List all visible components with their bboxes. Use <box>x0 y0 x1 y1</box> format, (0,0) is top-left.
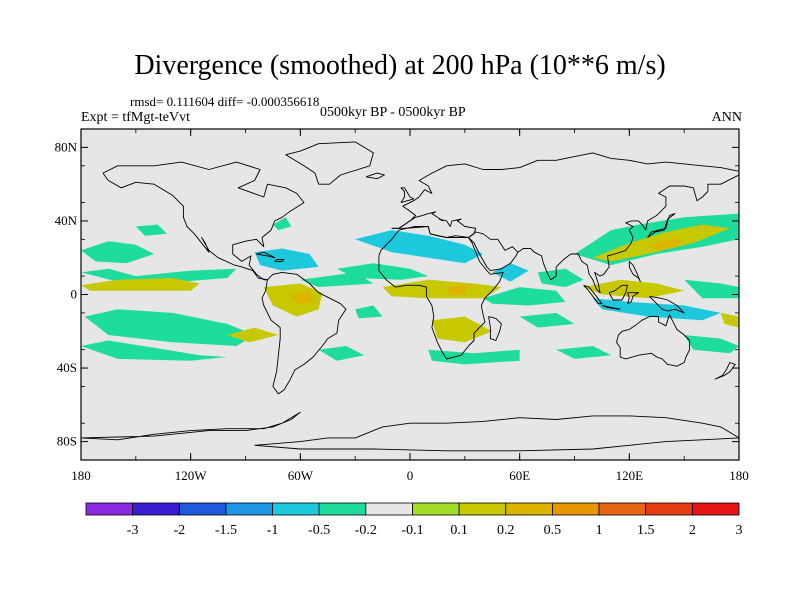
lon-tick-label: 180 <box>71 468 91 483</box>
lon-tick-label: 120E <box>616 468 644 483</box>
coastline-14 <box>649 295 685 314</box>
lat-tick-label: 40N <box>55 213 78 228</box>
coastline-0 <box>102 161 305 281</box>
colorbar-swatch <box>318 502 367 516</box>
contour-region-22 <box>81 278 200 291</box>
colorbar-swatch <box>552 502 600 516</box>
contour-region-20 <box>135 224 167 236</box>
colorbar-label: -0.5 <box>308 523 330 538</box>
lat-tick-label: 80N <box>55 139 78 154</box>
coastline-23 <box>256 251 276 259</box>
colorbar-label: 1.5 <box>637 523 655 538</box>
lat-tick-label: 80S <box>57 434 77 449</box>
contour-region-13 <box>684 335 739 354</box>
colorbar-label: 0.5 <box>544 523 562 538</box>
colorbar-swatch <box>505 502 553 516</box>
contour-region-1 <box>81 268 237 282</box>
contour-region-30 <box>291 290 315 304</box>
colorbar-swatch <box>598 502 647 516</box>
coastline-1 <box>102 172 268 281</box>
lon-tick-label: 60W <box>288 468 314 483</box>
colorbar-swatch <box>85 502 134 516</box>
coastline-9 <box>616 314 691 367</box>
contour-region-24 <box>382 279 502 299</box>
season-label: ANN <box>711 110 742 125</box>
colorbar-label: -0.2 <box>355 523 377 538</box>
coastline-11 <box>601 305 621 310</box>
lon-tick-label: 0 <box>407 468 414 483</box>
coastline-24 <box>274 259 285 262</box>
coastline-10 <box>583 284 603 305</box>
rmsd-diff-stats: rmsd= 0.111604 diff= -0.000356618 <box>130 94 320 109</box>
coastline-17 <box>488 316 502 341</box>
coastline-6 <box>378 226 504 360</box>
colorbar-label: -3 <box>127 523 139 538</box>
colorbar-swatch <box>225 502 273 516</box>
contour-region-18 <box>318 346 365 361</box>
colorbar-label: 2 <box>689 523 696 538</box>
contour-region-6 <box>355 230 484 264</box>
coastline-22 <box>81 411 301 441</box>
coastline-2 <box>261 271 347 395</box>
map-title: Divergence (smoothed) at 200 hPa (10**6 … <box>134 50 666 81</box>
colorbar-label: -1.5 <box>215 523 237 538</box>
lon-tick-label: 120W <box>175 468 208 483</box>
contour-region-4 <box>254 248 319 271</box>
contour-region-3 <box>81 340 228 361</box>
coastline-16 <box>647 213 676 238</box>
coastline-4 <box>391 152 739 229</box>
coastline-20 <box>714 362 736 380</box>
contour-region-21 <box>272 217 292 231</box>
contour-region-9 <box>537 268 584 288</box>
contour-region-27 <box>583 279 685 299</box>
colorbar-label: -0.1 <box>401 523 423 538</box>
coastline-13 <box>627 292 639 305</box>
contour-region-11 <box>684 279 739 299</box>
colorbar-swatch <box>132 502 180 516</box>
coastline-3 <box>285 141 374 185</box>
coastline-8 <box>517 174 739 294</box>
contour-region-0 <box>81 241 155 264</box>
contour-region-28 <box>227 327 279 343</box>
coastline-12 <box>608 284 628 301</box>
colorbar-swatch <box>412 502 460 516</box>
contour-region-19 <box>355 305 383 319</box>
colorbar-swatch <box>645 502 693 516</box>
contour-region-15 <box>519 312 575 328</box>
period-label: 0500kyr BP - 0500kyr BP <box>320 105 466 120</box>
colorbar-label: 0.1 <box>450 523 468 538</box>
colorbar-label: 1 <box>596 523 603 538</box>
lat-tick-label: 0 <box>71 287 78 302</box>
contour-region-12 <box>592 298 721 321</box>
lon-tick-label: 180 <box>729 468 749 483</box>
lat-tick-label: 40S <box>57 360 77 375</box>
contour-region-17 <box>556 346 612 359</box>
contour-region-25 <box>431 316 493 343</box>
contour-region-31 <box>446 285 469 295</box>
colorbar-label: 0.2 <box>497 523 515 538</box>
colorbar-label: -1 <box>267 523 279 538</box>
colorbar-swatch <box>691 502 740 516</box>
colorbar-swatch <box>178 502 227 516</box>
coastline-21 <box>254 415 739 452</box>
experiment-label: Expt = tfMgt-teVvt <box>81 110 190 125</box>
coastline-19 <box>365 172 385 180</box>
contour-region-7 <box>336 263 429 280</box>
contour-region-2 <box>84 309 255 346</box>
contour-region-16 <box>428 349 520 365</box>
lon-tick-label: 60E <box>509 468 530 483</box>
colorbar-label: 3 <box>736 523 743 538</box>
coastline-15 <box>628 261 641 283</box>
colorbar-label: -2 <box>173 523 185 538</box>
colorbar-swatch <box>365 502 413 516</box>
coastline-18 <box>400 187 415 204</box>
colorbar-swatch <box>458 502 507 516</box>
colorbar-swatch <box>272 502 320 516</box>
contour-region-29 <box>720 312 739 328</box>
contour-region-32 <box>647 237 685 251</box>
contour-region-14 <box>483 287 566 306</box>
